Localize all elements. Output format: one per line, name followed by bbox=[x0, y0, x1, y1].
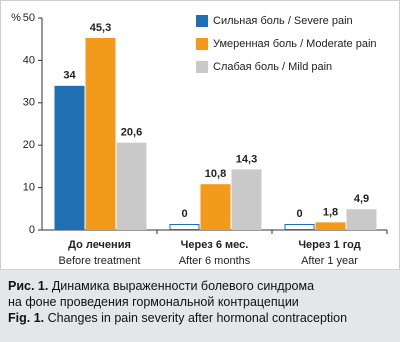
x-tick-label: Через 1 год bbox=[298, 239, 360, 251]
bar bbox=[54, 85, 85, 230]
bar bbox=[284, 224, 315, 230]
caption-label: Рис. 1. bbox=[8, 279, 49, 293]
caption-text: на фоне проведения гормональной контраце… bbox=[8, 295, 299, 309]
legend-label: Слабая боль / Mild pain bbox=[213, 61, 332, 73]
bar bbox=[169, 224, 200, 230]
y-tick-label: 20 bbox=[23, 139, 35, 151]
value-label: 10,8 bbox=[205, 168, 226, 180]
caption-ru: Рис. 1. Динамика выраженности болевого с… bbox=[8, 278, 392, 294]
bar bbox=[315, 222, 346, 230]
x-tick-label: Через 6 мес. bbox=[181, 239, 249, 251]
legend-swatch bbox=[196, 61, 208, 73]
legend-swatch bbox=[196, 38, 208, 50]
bar bbox=[116, 142, 147, 230]
value-label: 4,9 bbox=[354, 193, 369, 205]
chart: % 0 10 20 30 40 50 До лечения Before treatment 3… bbox=[0, 0, 400, 270]
bar bbox=[200, 184, 231, 230]
value-label: 0 bbox=[296, 208, 302, 220]
caption-label: Fig. 1. bbox=[8, 311, 45, 325]
value-label: 0 bbox=[181, 208, 187, 220]
value-label: 1,8 bbox=[323, 206, 338, 218]
x-tick-label: After 1 year bbox=[301, 255, 358, 267]
bar bbox=[346, 209, 377, 230]
value-label: 14,3 bbox=[236, 153, 257, 165]
value-label: 45,3 bbox=[90, 22, 111, 34]
y-tick-label: 40 bbox=[23, 54, 35, 66]
value-label: 20,6 bbox=[121, 127, 142, 139]
caption-text: Динамика выраженности болевого синдрома bbox=[51, 279, 315, 293]
y-unit: % bbox=[11, 12, 21, 24]
value-label: 34 bbox=[63, 70, 76, 82]
legend-label: Сильная боль / Severe pain bbox=[213, 15, 353, 27]
caption-text: Changes in pain severity after hormonal … bbox=[47, 311, 348, 325]
bar bbox=[85, 37, 116, 230]
y-tick-label: 10 bbox=[23, 182, 35, 194]
x-tick-label: До лечения bbox=[68, 239, 131, 251]
legend-swatch bbox=[196, 15, 208, 27]
y-tick-label: 30 bbox=[23, 97, 35, 109]
caption-en: Fig. 1. Changes in pain severity after h… bbox=[8, 310, 392, 326]
legend-label: Умеренная боль / Moderate pain bbox=[213, 38, 377, 50]
bar bbox=[231, 169, 262, 230]
caption: Рис. 1. Динамика выраженности болевого с… bbox=[0, 270, 400, 342]
y-tick-label: 0 bbox=[29, 224, 35, 236]
y-tick-label: 50 bbox=[23, 12, 35, 24]
x-tick-label: Before treatment bbox=[59, 255, 141, 267]
x-tick-label: After 6 months bbox=[179, 255, 251, 267]
